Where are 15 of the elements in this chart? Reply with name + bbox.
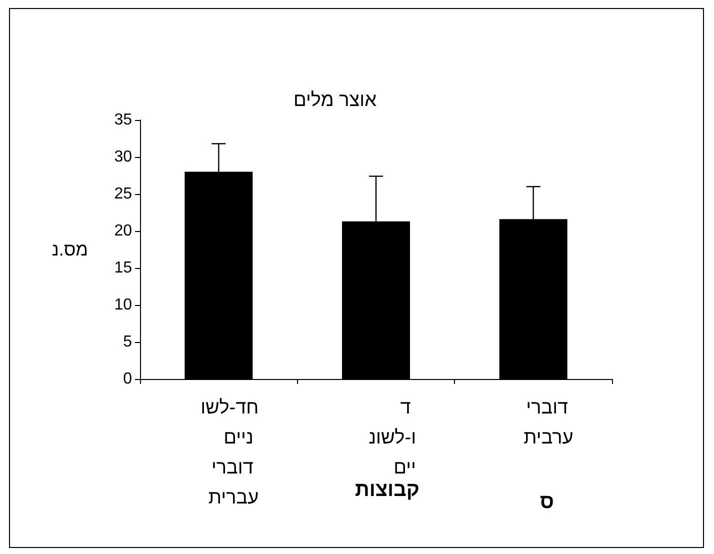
y-tick-label: 15 bbox=[114, 260, 132, 276]
x-tick-label: חד-לשוניים דוברי עברית bbox=[200, 398, 259, 508]
x-axis-title: קבוצות bbox=[355, 479, 420, 501]
x-tick-label: דוברי ערבית bbox=[524, 398, 574, 448]
text: ס bbox=[540, 491, 554, 513]
y-tick-label: 20 bbox=[114, 222, 132, 240]
y-tick-label: 5 bbox=[123, 334, 132, 350]
y-tick-label: 0 bbox=[123, 370, 132, 388]
y-tick-label: 35 bbox=[114, 112, 132, 128]
chart-title: אוצר מלים bbox=[293, 90, 377, 111]
y-tick-label: 25 bbox=[114, 186, 132, 202]
y-tick-label: 10 bbox=[114, 296, 132, 314]
x-tick-label: ד ו-לשוניים bbox=[368, 398, 416, 478]
y-tick-label: 30 bbox=[114, 148, 132, 166]
y-axis-title: מס.נ bbox=[52, 240, 88, 260]
